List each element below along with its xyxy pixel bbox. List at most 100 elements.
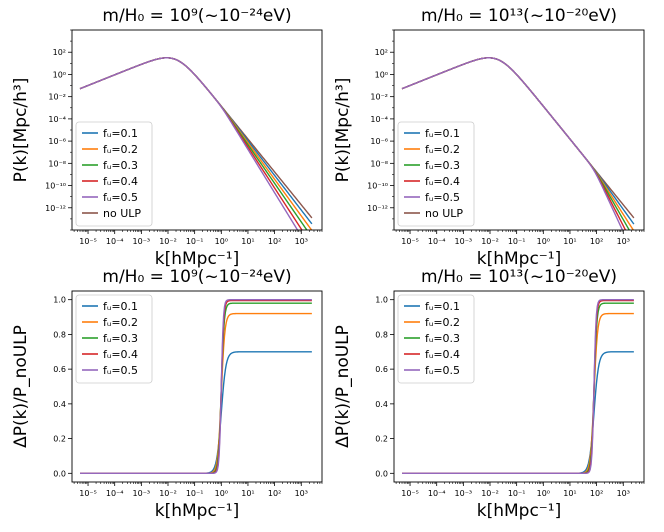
x-tick-label: 10⁻² — [159, 237, 177, 246]
y-tick-label: 0.2 — [375, 435, 388, 444]
legend-label: fᵤ=0.5 — [425, 364, 460, 377]
series-line-f-0.5 — [402, 298, 634, 475]
x-tick-label: 10⁻⁵ — [401, 489, 419, 498]
x-tick-label: 10⁻³ — [455, 489, 473, 498]
legend-label: fᵤ=0.5 — [103, 191, 138, 204]
series-group — [80, 298, 312, 475]
x-tick-label: 10⁻¹ — [508, 237, 526, 246]
x-axis-label: k[hMpc⁻¹] — [477, 249, 561, 269]
legend: fᵤ=0.1 fᵤ=0.2 fᵤ=0.3 fᵤ=0.4 fᵤ=0.5 — [75, 294, 153, 384]
y-tick-label: 0.6 — [53, 365, 66, 374]
series-group — [401, 57, 635, 230]
y-tick-label: 10⁻¹² — [367, 204, 388, 213]
y-axis-label: ΔP(k)/P_noULP — [333, 325, 353, 448]
x-tick-label: 10⁰ — [215, 237, 228, 246]
y-tick-label: 10⁻⁸ — [48, 159, 66, 168]
y-tick-label: 0.0 — [53, 469, 66, 478]
y-tick-label: 10⁻² — [370, 93, 388, 102]
axes-frame — [71, 290, 323, 483]
x-tick-label: 10⁻⁴ — [106, 237, 124, 246]
legend-label: no ULP — [425, 207, 463, 220]
legend-box — [397, 294, 475, 384]
y-axis-label: ΔP(k)/P_noULP — [11, 325, 31, 448]
x-tick-label: 10⁻² — [481, 489, 499, 498]
legend: fᵤ=0.1 fᵤ=0.2 fᵤ=0.3 fᵤ=0.4 fᵤ=0.5 no ULP — [75, 121, 153, 227]
panel-power-m13: 10⁻⁵ 10⁻⁴ 10⁻³ 10⁻² 10⁻¹ 10⁰ 10¹ 10² 10³ 10² 10⁰ 10… — [333, 6, 645, 269]
y-tick-label: 0.8 — [53, 330, 66, 339]
y-tick-label: 10⁻¹⁰ — [367, 182, 388, 191]
x-tick-label: 10⁰ — [537, 237, 550, 246]
x-tick-label: 10⁰ — [215, 489, 228, 498]
x-tick-label: 10¹ — [563, 237, 576, 246]
chart-title: m/H₀ = 10¹³(~10⁻²⁰eV) — [421, 6, 617, 26]
x-tick-label: 10² — [590, 489, 603, 498]
axes-frame — [71, 29, 323, 231]
x-tick-label: 10³ — [617, 489, 630, 498]
x-tick-label: 10⁻⁴ — [428, 237, 446, 246]
axes-frame — [393, 290, 645, 483]
legend-label: fᵤ=0.2 — [425, 316, 460, 329]
y-tick-label: 10⁰ — [375, 70, 388, 79]
x-tick-label: 10⁻⁵ — [79, 489, 97, 498]
y-tick-label: 10⁻⁴ — [48, 115, 66, 124]
axes-frame — [393, 29, 645, 231]
x-tick-label: 10⁻¹ — [186, 489, 204, 498]
legend-label: fᵤ=0.4 — [103, 175, 138, 188]
y-tick-label: 10⁻⁸ — [370, 159, 388, 168]
x-tick-label: 10⁻⁵ — [401, 237, 419, 246]
series-line-f-0.5 — [79, 57, 299, 230]
x-tick-label: 10¹ — [241, 237, 254, 246]
series-group — [79, 57, 313, 230]
y-tick-label: 1.0 — [53, 296, 66, 305]
y-tick-label: 0.4 — [375, 400, 388, 409]
legend-label: fᵤ=0.2 — [425, 143, 460, 156]
y-tick-label: 10⁰ — [53, 70, 66, 79]
legend: fᵤ=0.1 fᵤ=0.2 fᵤ=0.3 fᵤ=0.4 fᵤ=0.5 — [397, 294, 475, 384]
y-tick-label: 1.0 — [375, 296, 388, 305]
legend-label: fᵤ=0.2 — [103, 143, 138, 156]
y-tick-label: 0.6 — [375, 365, 388, 374]
panel-power-m9: 10⁻⁵ 10⁻⁴ 10⁻³ 10⁻² 10⁻¹ 10⁰ 10¹ 10² 10³ 10² 10⁰ 10… — [11, 6, 323, 269]
legend-label: fᵤ=0.5 — [103, 364, 138, 377]
x-axis-label: k[hMpc⁻¹] — [477, 501, 561, 521]
y-tick-label: 0.0 — [375, 469, 388, 478]
legend-label: fᵤ=0.4 — [425, 175, 460, 188]
legend-label: fᵤ=0.4 — [103, 348, 138, 361]
y-tick-label: 10⁻⁶ — [370, 137, 388, 146]
y-tick-label: 10⁻⁴ — [370, 115, 388, 124]
x-tick-label: 10³ — [617, 237, 630, 246]
x-tick-label: 10⁻² — [481, 237, 499, 246]
panel-ratio-m13: 10⁻⁵ 10⁻⁴ 10⁻³ 10⁻² 10⁻¹ 10⁰ 10¹ 10² 10³ 0.0 0.2 0.… — [333, 267, 645, 521]
y-tick-label: 0.4 — [53, 400, 66, 409]
y-tick-label: 0.8 — [375, 330, 388, 339]
chart-title: m/H₀ = 10⁹(~10⁻²⁴eV) — [102, 6, 291, 26]
y-tick-label: 10⁻² — [48, 93, 66, 102]
legend-label: fᵤ=0.3 — [103, 159, 138, 172]
legend-label: fᵤ=0.3 — [103, 332, 138, 345]
y-axis-label: P(k)[Mpc/h³] — [11, 78, 31, 183]
x-tick-label: 10⁻³ — [133, 237, 151, 246]
legend-label: no ULP — [103, 207, 141, 220]
legend-box — [75, 121, 153, 227]
y-tick-label: 0.2 — [53, 435, 66, 444]
x-tick-label: 10² — [590, 237, 603, 246]
chart-title: m/H₀ = 10¹³(~10⁻²⁰eV) — [421, 267, 617, 287]
legend-label: fᵤ=0.1 — [425, 300, 460, 313]
series-line-f-0.5 — [401, 57, 624, 230]
panel-ratio-m9: 10⁻⁵ 10⁻⁴ 10⁻³ 10⁻² 10⁻¹ 10⁰ 10¹ 10² 10³ 0.0 0.2 0.… — [11, 267, 323, 521]
x-tick-label: 10³ — [295, 489, 308, 498]
x-tick-label: 10² — [268, 237, 281, 246]
chart-title: m/H₀ = 10⁹(~10⁻²⁴eV) — [102, 267, 291, 287]
legend-label: fᵤ=0.5 — [425, 191, 460, 204]
x-tick-label: 10⁻¹ — [508, 489, 526, 498]
x-tick-label: 10⁻⁴ — [106, 489, 124, 498]
legend-label: fᵤ=0.1 — [103, 300, 138, 313]
y-tick-label: 10⁻⁶ — [48, 137, 66, 146]
legend-box — [397, 121, 475, 227]
legend-label: fᵤ=0.2 — [103, 316, 138, 329]
x-tick-label: 10⁻² — [159, 489, 177, 498]
y-axis-label: P(k)[Mpc/h³] — [333, 78, 353, 183]
x-tick-label: 10¹ — [241, 489, 254, 498]
legend-label: fᵤ=0.1 — [103, 127, 138, 140]
